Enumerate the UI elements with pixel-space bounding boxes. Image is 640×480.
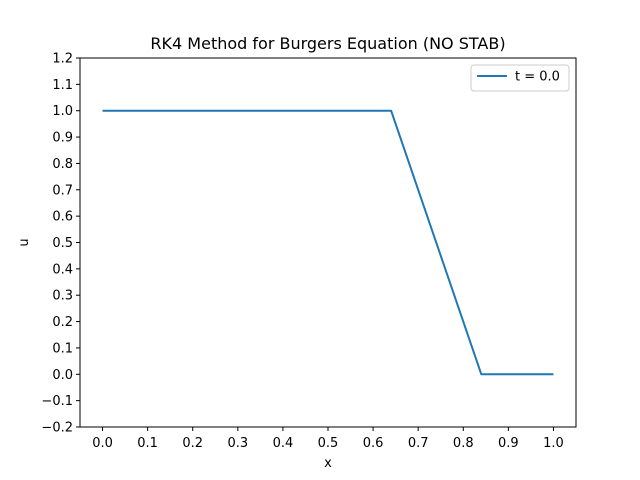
y-axis-ticks: −0.2 −0.1 0.0 0.1 0.2 0.3 0.4 0.5 0.6 0.7 0.8 0.9 1.… [41, 52, 80, 436]
y-tick-label: 0.0 [52, 368, 73, 383]
legend: t = 0.0 [470, 64, 570, 92]
x-tick-label: 0.6 [363, 436, 384, 451]
y-tick-label: 1.0 [52, 104, 73, 119]
y-tick-label: 0.7 [52, 183, 73, 198]
y-tick-label: 0.8 [52, 157, 73, 172]
y-tick-label: 0.5 [52, 236, 73, 251]
x-tick-label: 1.0 [543, 436, 564, 451]
y-tick-label: 0.6 [52, 210, 73, 225]
y-tick-label: 0.2 [52, 315, 73, 330]
y-tick-label: 0.4 [52, 262, 73, 277]
y-axis-label: u [17, 238, 32, 246]
x-tick-label: 0.7 [408, 436, 429, 451]
chart-title: RK4 Method for Burgers Equation (NO STAB… [150, 34, 505, 53]
x-tick-label: 0.4 [273, 436, 294, 451]
y-tick-label: −0.2 [41, 421, 73, 436]
y-tick-label: 0.1 [52, 341, 73, 356]
x-tick-label: 0.3 [227, 436, 248, 451]
legend-label: t = 0.0 [515, 70, 560, 85]
x-tick-label: 0.2 [182, 436, 203, 451]
x-tick-label: 0.5 [318, 436, 339, 451]
x-axis-label: x [324, 456, 332, 471]
series-layer [102, 109, 554, 376]
y-tick-label: 1.1 [52, 78, 73, 93]
y-tick-label: 0.3 [52, 289, 73, 304]
series-line [102, 109, 554, 376]
y-tick-label: 0.9 [52, 131, 73, 146]
y-tick-label: 1.2 [52, 52, 73, 67]
y-tick-label: −0.1 [41, 394, 73, 409]
x-tick-label: 0.9 [498, 436, 519, 451]
x-axis-ticks: 0.0 0.1 0.2 0.3 0.4 0.5 0.6 0.7 0.8 0.9 1.0 [92, 427, 564, 451]
legend-box [470, 64, 570, 92]
x-tick-label: 0.1 [137, 436, 158, 451]
x-tick-label: 0.8 [453, 436, 474, 451]
x-tick-label: 0.0 [92, 436, 113, 451]
